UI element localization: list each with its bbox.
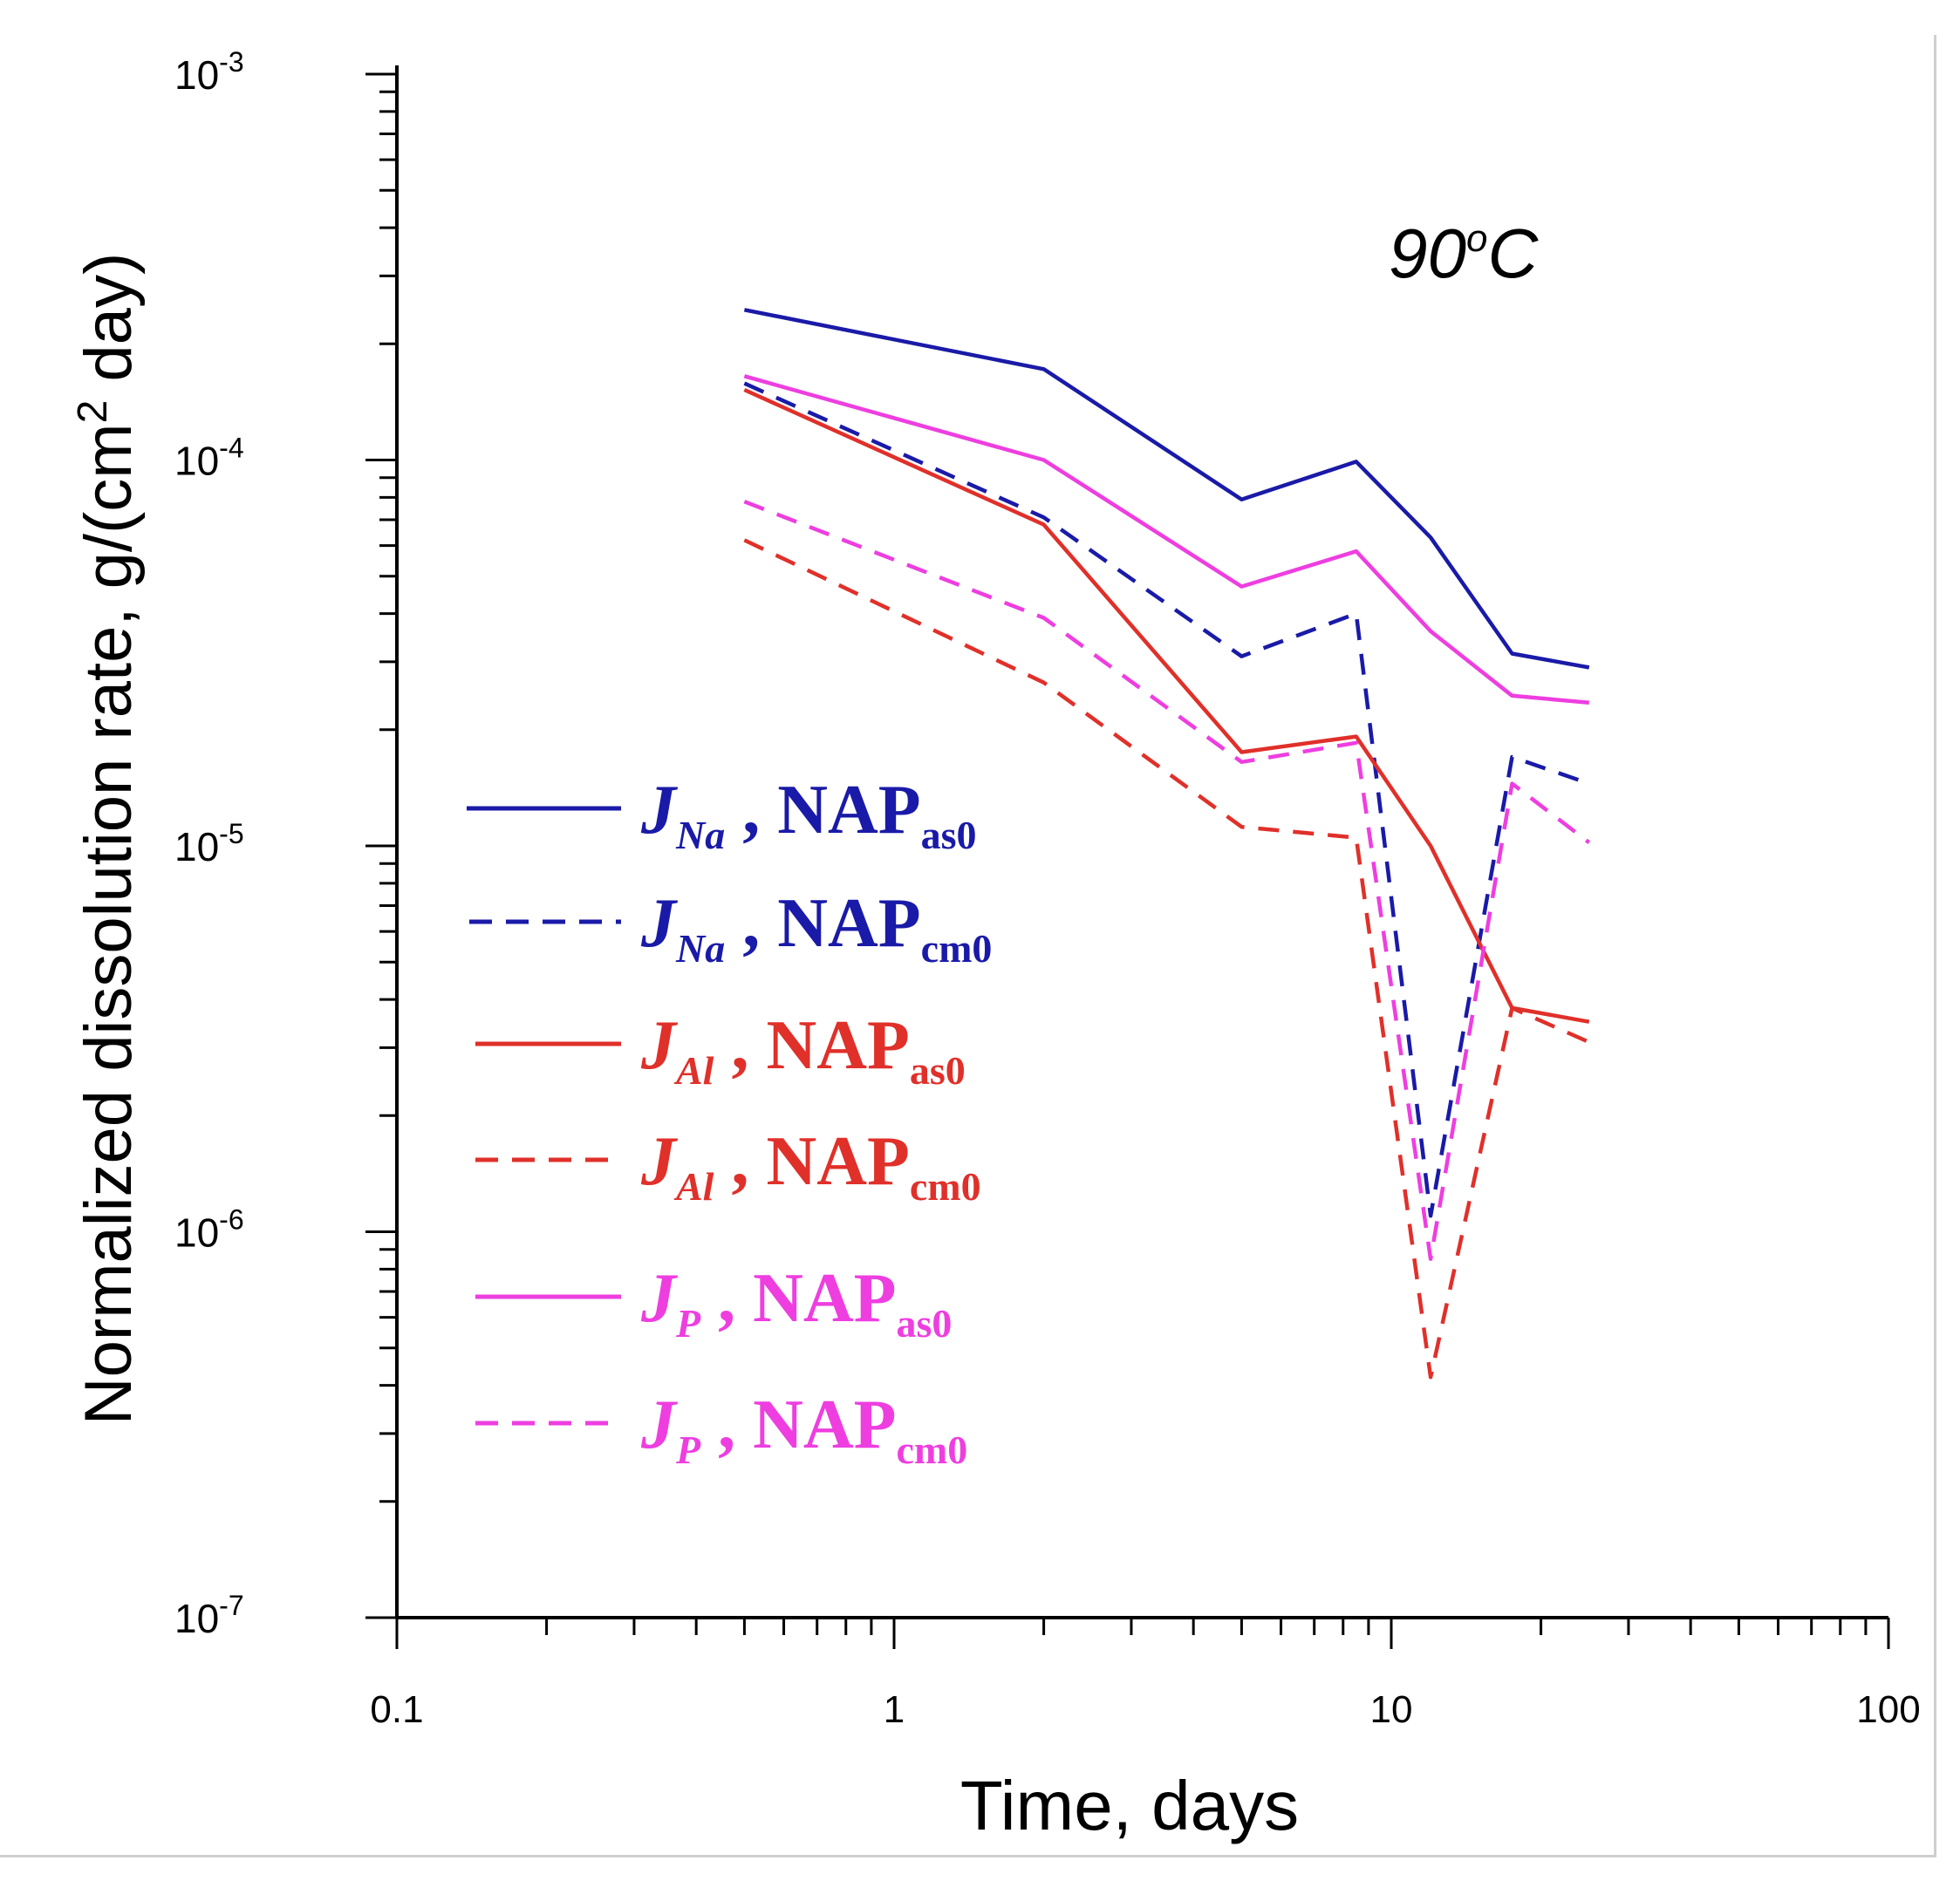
legend-symbol-sub: P: [675, 1301, 701, 1346]
legend-symbol: J: [640, 1123, 679, 1200]
y-tick-exponent: -7: [219, 1590, 243, 1621]
y-tick-label: 10-5: [174, 818, 244, 869]
legend-label-2: JNa , NAPcm0: [640, 885, 992, 971]
annotation-value: 90: [1389, 215, 1466, 292]
y-tick-exponent: -4: [219, 433, 243, 464]
legend-sample-sub: cm0: [910, 1164, 981, 1209]
legend-symbol-sub: Na: [675, 813, 725, 857]
annotation-degree: o: [1466, 217, 1487, 260]
y-tick-label: 10-4: [174, 433, 244, 484]
legend-sample: , NAP: [714, 1007, 909, 1084]
series-line-6: [743, 500, 1591, 1261]
legend-sample-sub: cm0: [897, 1428, 968, 1472]
legend-symbol-sub: Al: [673, 1048, 714, 1093]
y-axis-title-end: day): [72, 253, 146, 400]
y-tick-exponent: -3: [219, 46, 243, 78]
x-tick-label: 100: [1856, 1688, 1920, 1731]
legend-symbol: J: [640, 1387, 679, 1463]
legend-label-1: JNa , NAPas0: [640, 772, 977, 857]
x-tick-label: 1: [884, 1688, 905, 1731]
y-tick-exponent: -6: [219, 1204, 243, 1236]
x-axis-title: Time, days: [960, 1767, 1299, 1844]
legend-label-6: JP , NAPcm0: [640, 1387, 967, 1472]
legend-sample-sub: as0: [897, 1301, 953, 1346]
y-axis-title-superscript: 2: [70, 400, 116, 424]
legend-symbol: J: [640, 1260, 679, 1337]
axes: [365, 65, 1890, 1649]
annotation-unit: C: [1487, 215, 1539, 292]
y-tick-base: 10: [174, 1596, 219, 1641]
legend-label-4: JAl , NAPcm0: [640, 1123, 981, 1209]
legend-sample: , NAP: [725, 885, 920, 962]
y-tick-base: 10: [174, 1210, 219, 1256]
legend-label-3: JAl , NAPas0: [640, 1007, 966, 1093]
y-tick-base: 10: [174, 439, 219, 484]
legend-symbol-sub: Na: [675, 926, 725, 971]
legend-symbol: J: [640, 885, 679, 962]
x-tick-label: 10: [1370, 1688, 1413, 1731]
legend-sample: , NAP: [714, 1123, 909, 1200]
legend-symbol-sub: Al: [673, 1164, 714, 1209]
legend-sample-sub: as0: [921, 813, 977, 857]
series-line-4: [743, 538, 1590, 1380]
legend-sample: , NAP: [725, 772, 920, 848]
y-tick-base: 10: [174, 824, 219, 869]
legend-sample-sub: as0: [910, 1048, 966, 1093]
legend-symbol: J: [640, 772, 679, 848]
legend-sample-sub: cm0: [921, 926, 993, 971]
series-line-1: [743, 308, 1590, 670]
figure-frame-right: [1934, 35, 1936, 1857]
legend-symbol: J: [640, 1007, 679, 1084]
y-tick-base: 10: [174, 52, 219, 98]
y-tick-label: 10-3: [174, 46, 244, 98]
y-tick-label: 10-6: [174, 1204, 244, 1256]
legend-sample: , NAP: [700, 1387, 896, 1463]
legend-symbol-sub: P: [675, 1428, 701, 1472]
series-line-2: [743, 381, 1590, 1218]
y-axis-title: Normalized dissolution rate, g/(cm2 day): [70, 253, 146, 1426]
x-tick-label: 0.1: [370, 1688, 423, 1731]
legend-label-5: JP , NAPas0: [640, 1260, 952, 1346]
temperature-annotation: 90oC: [1389, 215, 1539, 292]
series-lines: [743, 308, 1591, 1380]
series-line-5: [743, 374, 1590, 705]
legend-sample: , NAP: [700, 1260, 896, 1337]
figure-frame-bottom: [0, 1855, 1936, 1857]
y-axis-title-main: Normalized dissolution rate, g/(cm: [72, 423, 146, 1425]
y-tick-exponent: -5: [219, 818, 243, 849]
y-tick-label: 10-7: [174, 1590, 244, 1641]
